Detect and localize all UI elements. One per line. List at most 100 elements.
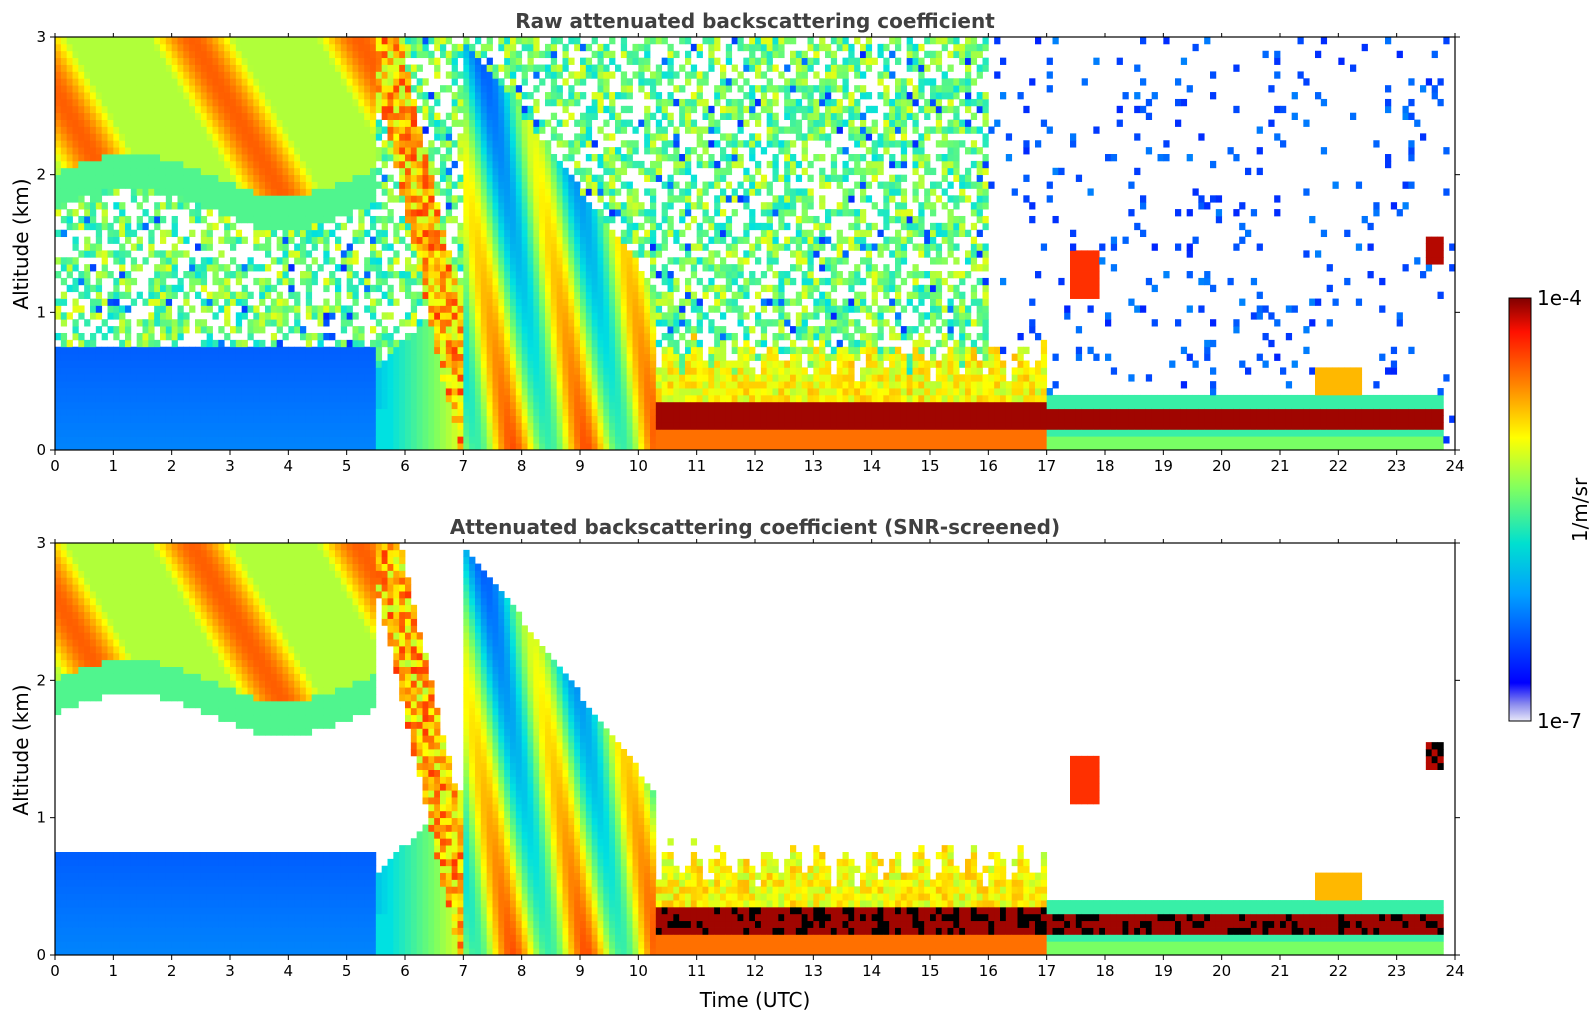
heatmap-cell: [492, 415, 499, 423]
heatmap-cell: [387, 408, 394, 416]
heatmap-cell: [317, 195, 324, 203]
heatmap-cell: [200, 215, 208, 224]
heatmap-cell: [609, 422, 616, 430]
heatmap-cell: [393, 126, 400, 134]
heatmap-cell: [445, 346, 453, 355]
heatmap-cell: [101, 43, 108, 52]
heatmap-cell: [247, 319, 254, 327]
heatmap-cell: [533, 154, 540, 162]
heatmap-cell: [498, 37, 505, 45]
heatmap-cell: [533, 105, 540, 114]
heatmap-cell: [282, 422, 289, 430]
heatmap-cell: [142, 422, 149, 430]
heatmap-cell: [521, 202, 528, 210]
heatmap-cell: [475, 367, 482, 375]
heatmap-cell: [282, 332, 289, 341]
heatmap-cell: [533, 188, 540, 196]
heatmap-cell: [241, 443, 248, 450]
heatmap-cell: [294, 85, 301, 93]
heatmap-cell: [72, 167, 79, 176]
heatmap-cell: [434, 394, 441, 403]
heatmap-cell: [90, 346, 97, 355]
heatmap-cell: [346, 243, 353, 251]
heatmap-cell: [148, 250, 155, 258]
heatmap-cell: [615, 346, 622, 355]
heatmap-cell: [200, 119, 208, 127]
heatmap-cell: [189, 98, 196, 107]
heatmap-cell: [317, 167, 324, 176]
heatmap-cell: [247, 167, 254, 176]
heatmap-cell: [206, 119, 213, 127]
heatmap-cell: [72, 43, 79, 52]
heatmap-cell: [585, 360, 593, 368]
heatmap-cell: [428, 298, 435, 306]
heatmap-cell: [527, 236, 534, 244]
heatmap-cell: [486, 401, 493, 410]
heatmap-cell: [323, 37, 330, 45]
heatmap-cell: [393, 222, 400, 231]
heatmap-cell: [294, 64, 301, 72]
heatmap-cell: [597, 277, 604, 286]
heatmap-cell: [84, 37, 91, 45]
heatmap-cell: [160, 360, 167, 368]
heatmap-cell: [515, 229, 523, 238]
heatmap-cell: [585, 422, 593, 430]
heatmap-cell: [440, 353, 447, 361]
heatmap-cell: [445, 291, 453, 299]
heatmap-cell: [521, 305, 528, 313]
heatmap-cell: [574, 250, 581, 258]
heatmap-cell: [533, 277, 540, 286]
heatmap-cell: [235, 388, 243, 396]
heatmap-cell: [457, 147, 464, 155]
heatmap-cell: [78, 215, 85, 224]
heatmap-cell: [253, 133, 260, 141]
heatmap-cell: [539, 243, 546, 251]
heatmap-cell: [405, 209, 412, 217]
heatmap-cell: [305, 71, 313, 79]
heatmap-cell: [253, 374, 260, 382]
heatmap-cell: [125, 401, 132, 410]
heatmap-cell: [259, 312, 266, 320]
heatmap-cell: [305, 305, 313, 313]
heatmap-cell: [66, 436, 73, 444]
heatmap-cell: [142, 209, 149, 217]
heatmap-cell: [405, 277, 412, 286]
heatmap-cell: [177, 367, 184, 375]
heatmap-cell: [492, 360, 499, 368]
heatmap-cell: [154, 436, 161, 444]
heatmap-cell: [410, 422, 418, 430]
heatmap-cell: [410, 250, 418, 258]
heatmap-cell: [294, 229, 301, 238]
heatmap-cell: [416, 215, 423, 224]
heatmap-cell: [603, 291, 610, 299]
heatmap-cell: [556, 92, 563, 100]
heatmap-cell: [381, 236, 388, 244]
heatmap-cell: [440, 119, 447, 127]
heatmap-cell: [510, 133, 517, 141]
heatmap-cell: [422, 181, 429, 189]
heatmap-cell: [434, 133, 441, 141]
heatmap-cell: [270, 374, 278, 382]
heatmap-cell: [119, 277, 126, 286]
heatmap-cell: [475, 346, 482, 355]
heatmap-cell: [580, 229, 587, 238]
heatmap-cell: [235, 133, 243, 141]
heatmap-cell: [253, 339, 260, 348]
heatmap-cell: [603, 415, 610, 423]
heatmap-cell: [148, 429, 155, 437]
heatmap-cell: [469, 71, 476, 79]
heatmap-cell: [200, 167, 208, 176]
heatmap-cell: [358, 443, 365, 450]
heatmap-cell: [66, 85, 73, 93]
heatmap-cell: [533, 140, 540, 148]
heatmap-cell: [323, 381, 330, 389]
heatmap-cell: [300, 71, 307, 79]
heatmap-cell: [527, 436, 534, 444]
heatmap-cell: [148, 119, 155, 127]
heatmap-cell: [154, 57, 161, 65]
heatmap-cell: [440, 332, 447, 341]
heatmap-cell: [177, 250, 184, 258]
heatmap-cell: [504, 57, 511, 65]
heatmap-cell: [119, 78, 126, 86]
heatmap-cell: [282, 167, 289, 176]
